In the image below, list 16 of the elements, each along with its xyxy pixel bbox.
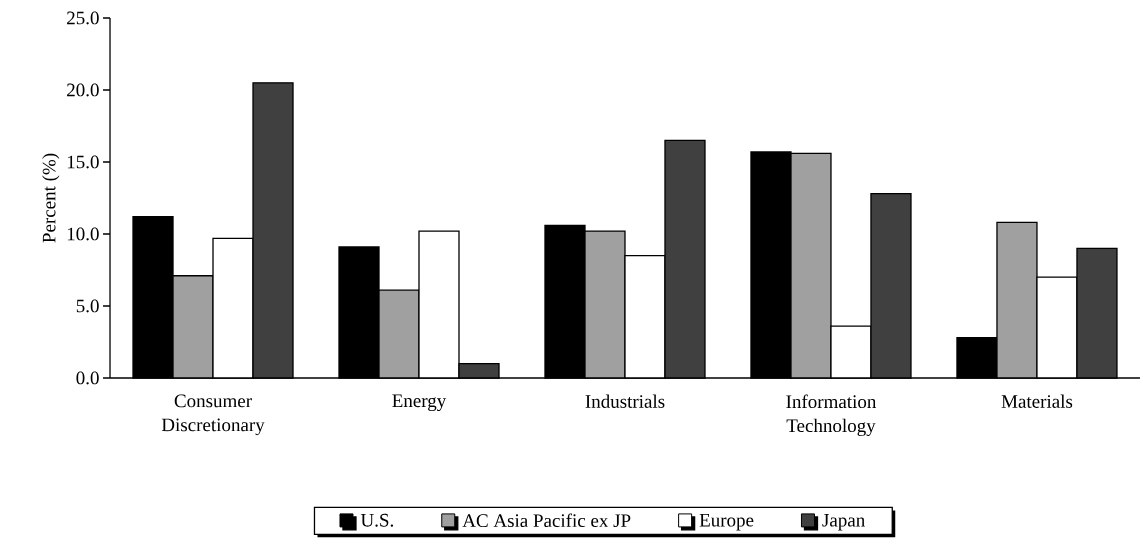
legend-label: U.S.	[360, 513, 394, 527]
x-tick-label: Information Technology	[786, 394, 877, 436]
y-tick-label: 5.0	[76, 299, 99, 313]
y-tick-label: 25.0	[67, 11, 99, 25]
y-tick-label: 20.0	[67, 83, 99, 97]
y-tick-label: 10.0	[67, 227, 99, 241]
x-tick-label: Industrials	[585, 394, 665, 408]
x-tick-label: Materials	[1001, 394, 1073, 408]
y-axis-title: Percent (%)	[42, 153, 60, 243]
legend-label: Japan	[822, 513, 865, 531]
x-tick-label: Consumer Discretionary	[161, 394, 265, 436]
x-tick-label: Energy	[392, 394, 447, 412]
y-tick-label: 15.0	[67, 155, 99, 169]
legend-label: Europe	[699, 513, 754, 531]
y-tick-label: 0.0	[76, 371, 99, 385]
legend-label: AC Asia Pacific ex JP	[462, 513, 631, 528]
